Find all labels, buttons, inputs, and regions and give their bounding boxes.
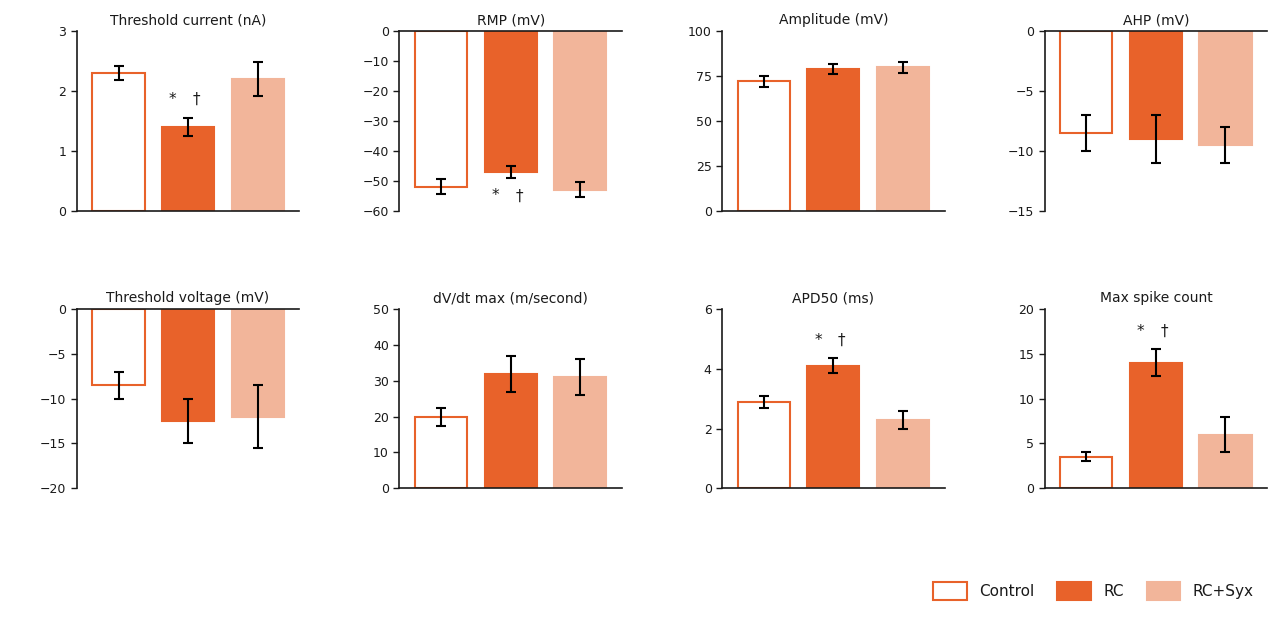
Title: AHP (mV): AHP (mV)	[1123, 13, 1189, 28]
Bar	[163, 309, 214, 421]
Bar	[415, 416, 467, 488]
Text: *: *	[492, 188, 499, 203]
Bar	[485, 31, 536, 172]
Text: *: *	[814, 332, 822, 347]
Title: Amplitude (mV): Amplitude (mV)	[778, 13, 888, 28]
Bar	[554, 31, 607, 190]
Text: †: †	[193, 92, 200, 107]
Text: †: †	[838, 332, 845, 347]
Bar	[877, 67, 929, 210]
Title: Threshold current (nA): Threshold current (nA)	[110, 13, 266, 28]
Title: RMP (mV): RMP (mV)	[476, 13, 545, 28]
Bar	[808, 69, 859, 210]
Bar	[1130, 363, 1181, 488]
Bar	[1060, 457, 1112, 488]
Text: †: †	[516, 188, 522, 203]
Bar	[737, 81, 790, 210]
Bar	[232, 309, 284, 416]
Bar	[92, 309, 145, 385]
Title: Max spike count: Max spike count	[1100, 291, 1212, 305]
Bar	[92, 73, 145, 210]
Bar	[554, 377, 607, 488]
Bar	[1060, 31, 1112, 133]
Title: APD50 (ms): APD50 (ms)	[792, 291, 874, 305]
Bar	[485, 374, 536, 488]
Title: Threshold voltage (mV): Threshold voltage (mV)	[106, 291, 270, 305]
Bar	[163, 127, 214, 210]
Bar	[1130, 31, 1181, 139]
Text: *: *	[169, 92, 177, 107]
Bar	[808, 366, 859, 488]
Bar	[232, 79, 284, 210]
Title: dV/dt max (m/second): dV/dt max (m/second)	[433, 291, 588, 305]
Text: *: *	[1137, 324, 1144, 339]
Legend: Control, RC, RC+Syx: Control, RC, RC+Syx	[927, 576, 1260, 606]
Bar	[737, 402, 790, 488]
Bar	[1199, 434, 1252, 488]
Text: †: †	[1161, 324, 1169, 339]
Bar	[1199, 31, 1252, 145]
Bar	[877, 419, 929, 488]
Bar	[415, 31, 467, 187]
